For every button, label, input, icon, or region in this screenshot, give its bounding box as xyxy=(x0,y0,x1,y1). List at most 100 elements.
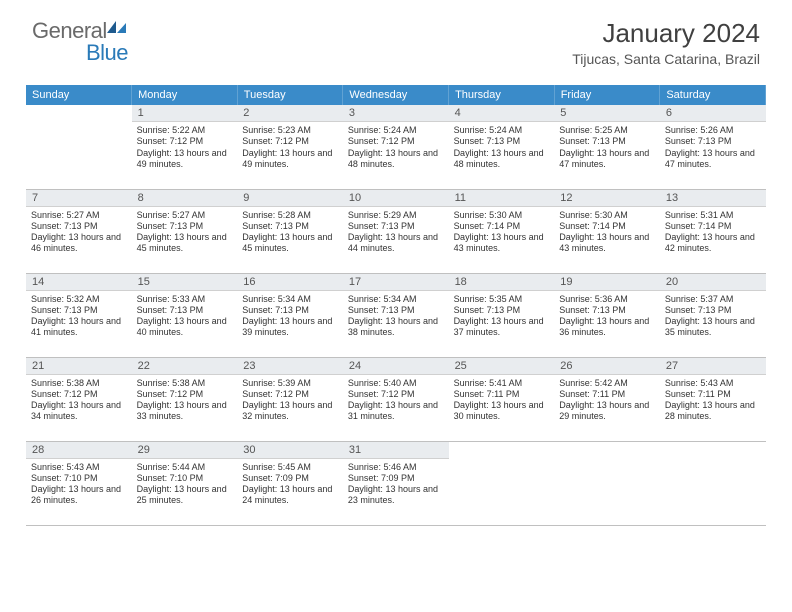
day-details: Sunrise: 5:24 AMSunset: 7:12 PMDaylight:… xyxy=(343,122,449,173)
daylight-line: Daylight: 13 hours and 46 minutes. xyxy=(31,232,127,255)
day-number: 3 xyxy=(343,105,449,122)
daylight-line: Daylight: 13 hours and 35 minutes. xyxy=(665,316,761,339)
sunrise-line: Sunrise: 5:41 AM xyxy=(454,378,550,389)
sunset-line: Sunset: 7:11 PM xyxy=(665,389,761,400)
calendar-row: 7Sunrise: 5:27 AMSunset: 7:13 PMDaylight… xyxy=(26,189,766,273)
day-details: Sunrise: 5:35 AMSunset: 7:13 PMDaylight:… xyxy=(449,291,555,342)
daylight-line: Daylight: 13 hours and 48 minutes. xyxy=(454,148,550,171)
day-number: 17 xyxy=(343,274,449,291)
calendar-body: 1Sunrise: 5:22 AMSunset: 7:12 PMDaylight… xyxy=(26,105,766,525)
sunrise-line: Sunrise: 5:30 AM xyxy=(454,210,550,221)
day-number: 21 xyxy=(26,358,132,375)
daylight-line: Daylight: 13 hours and 45 minutes. xyxy=(242,232,338,255)
calendar-cell: 4Sunrise: 5:24 AMSunset: 7:13 PMDaylight… xyxy=(449,105,555,189)
weekday-header: Wednesday xyxy=(343,85,449,105)
sunset-line: Sunset: 7:10 PM xyxy=(31,473,127,484)
sunset-line: Sunset: 7:14 PM xyxy=(665,221,761,232)
calendar-cell: 11Sunrise: 5:30 AMSunset: 7:14 PMDayligh… xyxy=(449,189,555,273)
daylight-line: Daylight: 13 hours and 34 minutes. xyxy=(31,400,127,423)
calendar-table: SundayMondayTuesdayWednesdayThursdayFrid… xyxy=(26,85,766,526)
day-number: 4 xyxy=(449,105,555,122)
calendar-row: 1Sunrise: 5:22 AMSunset: 7:12 PMDaylight… xyxy=(26,105,766,189)
calendar-row: 14Sunrise: 5:32 AMSunset: 7:13 PMDayligh… xyxy=(26,273,766,357)
sunset-line: Sunset: 7:12 PM xyxy=(137,389,233,400)
day-number: 16 xyxy=(237,274,343,291)
day-number: 20 xyxy=(660,274,766,291)
sunrise-line: Sunrise: 5:27 AM xyxy=(31,210,127,221)
sunrise-line: Sunrise: 5:27 AM xyxy=(137,210,233,221)
calendar-cell: 24Sunrise: 5:40 AMSunset: 7:12 PMDayligh… xyxy=(343,357,449,441)
calendar-cell: 1Sunrise: 5:22 AMSunset: 7:12 PMDaylight… xyxy=(132,105,238,189)
sunset-line: Sunset: 7:13 PM xyxy=(31,221,127,232)
daylight-line: Daylight: 13 hours and 42 minutes. xyxy=(665,232,761,255)
daylight-line: Daylight: 13 hours and 45 minutes. xyxy=(137,232,233,255)
daylight-line: Daylight: 13 hours and 26 minutes. xyxy=(31,484,127,507)
sunrise-line: Sunrise: 5:29 AM xyxy=(348,210,444,221)
sunset-line: Sunset: 7:09 PM xyxy=(242,473,338,484)
sunset-line: Sunset: 7:13 PM xyxy=(454,305,550,316)
day-number: 8 xyxy=(132,190,238,207)
day-details: Sunrise: 5:39 AMSunset: 7:12 PMDaylight:… xyxy=(237,375,343,426)
calendar-cell: 30Sunrise: 5:45 AMSunset: 7:09 PMDayligh… xyxy=(237,441,343,525)
sunrise-line: Sunrise: 5:34 AM xyxy=(242,294,338,305)
daylight-line: Daylight: 13 hours and 47 minutes. xyxy=(665,148,761,171)
day-details: Sunrise: 5:28 AMSunset: 7:13 PMDaylight:… xyxy=(237,207,343,258)
daylight-line: Daylight: 13 hours and 47 minutes. xyxy=(559,148,655,171)
day-number: 9 xyxy=(237,190,343,207)
daylight-line: Daylight: 13 hours and 49 minutes. xyxy=(137,148,233,171)
sunrise-line: Sunrise: 5:24 AM xyxy=(348,125,444,136)
day-details: Sunrise: 5:30 AMSunset: 7:14 PMDaylight:… xyxy=(554,207,660,258)
day-number: 25 xyxy=(449,358,555,375)
day-details: Sunrise: 5:36 AMSunset: 7:13 PMDaylight:… xyxy=(554,291,660,342)
sunrise-line: Sunrise: 5:33 AM xyxy=(137,294,233,305)
sunrise-line: Sunrise: 5:34 AM xyxy=(348,294,444,305)
day-details: Sunrise: 5:22 AMSunset: 7:12 PMDaylight:… xyxy=(132,122,238,173)
daylight-line: Daylight: 13 hours and 25 minutes. xyxy=(137,484,233,507)
sunset-line: Sunset: 7:10 PM xyxy=(137,473,233,484)
day-details: Sunrise: 5:38 AMSunset: 7:12 PMDaylight:… xyxy=(26,375,132,426)
calendar-cell: 28Sunrise: 5:43 AMSunset: 7:10 PMDayligh… xyxy=(26,441,132,525)
calendar-cell: 26Sunrise: 5:42 AMSunset: 7:11 PMDayligh… xyxy=(554,357,660,441)
month-title: January 2024 xyxy=(572,18,760,49)
day-details: Sunrise: 5:34 AMSunset: 7:13 PMDaylight:… xyxy=(237,291,343,342)
day-number: 13 xyxy=(660,190,766,207)
calendar-cell: 25Sunrise: 5:41 AMSunset: 7:11 PMDayligh… xyxy=(449,357,555,441)
weekday-header: Friday xyxy=(554,85,660,105)
calendar-cell: 9Sunrise: 5:28 AMSunset: 7:13 PMDaylight… xyxy=(237,189,343,273)
sunset-line: Sunset: 7:13 PM xyxy=(242,221,338,232)
day-number: 1 xyxy=(132,105,238,122)
daylight-line: Daylight: 13 hours and 49 minutes. xyxy=(242,148,338,171)
daylight-line: Daylight: 13 hours and 38 minutes. xyxy=(348,316,444,339)
sunrise-line: Sunrise: 5:39 AM xyxy=(242,378,338,389)
weekday-header: Thursday xyxy=(449,85,555,105)
day-details: Sunrise: 5:30 AMSunset: 7:14 PMDaylight:… xyxy=(449,207,555,258)
daylight-line: Daylight: 13 hours and 33 minutes. xyxy=(137,400,233,423)
calendar-cell: 10Sunrise: 5:29 AMSunset: 7:13 PMDayligh… xyxy=(343,189,449,273)
calendar-cell xyxy=(449,441,555,525)
day-details: Sunrise: 5:34 AMSunset: 7:13 PMDaylight:… xyxy=(343,291,449,342)
day-number: 23 xyxy=(237,358,343,375)
day-details: Sunrise: 5:31 AMSunset: 7:14 PMDaylight:… xyxy=(660,207,766,258)
day-details: Sunrise: 5:26 AMSunset: 7:13 PMDaylight:… xyxy=(660,122,766,173)
calendar-cell: 19Sunrise: 5:36 AMSunset: 7:13 PMDayligh… xyxy=(554,273,660,357)
day-details: Sunrise: 5:46 AMSunset: 7:09 PMDaylight:… xyxy=(343,459,449,510)
day-number: 31 xyxy=(343,442,449,459)
sunrise-line: Sunrise: 5:25 AM xyxy=(559,125,655,136)
day-details: Sunrise: 5:24 AMSunset: 7:13 PMDaylight:… xyxy=(449,122,555,173)
sunrise-line: Sunrise: 5:26 AM xyxy=(665,125,761,136)
day-details: Sunrise: 5:41 AMSunset: 7:11 PMDaylight:… xyxy=(449,375,555,426)
day-number: 27 xyxy=(660,358,766,375)
weekday-header: Saturday xyxy=(660,85,766,105)
day-number: 30 xyxy=(237,442,343,459)
sunset-line: Sunset: 7:13 PM xyxy=(665,305,761,316)
sunrise-line: Sunrise: 5:31 AM xyxy=(665,210,761,221)
sunrise-line: Sunrise: 5:23 AM xyxy=(242,125,338,136)
weekday-header: Tuesday xyxy=(237,85,343,105)
sunrise-line: Sunrise: 5:43 AM xyxy=(665,378,761,389)
sunset-line: Sunset: 7:12 PM xyxy=(242,136,338,147)
daylight-line: Daylight: 13 hours and 41 minutes. xyxy=(31,316,127,339)
calendar-row: 28Sunrise: 5:43 AMSunset: 7:10 PMDayligh… xyxy=(26,441,766,525)
sunrise-line: Sunrise: 5:43 AM xyxy=(31,462,127,473)
weekday-header-row: SundayMondayTuesdayWednesdayThursdayFrid… xyxy=(26,85,766,105)
day-details: Sunrise: 5:38 AMSunset: 7:12 PMDaylight:… xyxy=(132,375,238,426)
